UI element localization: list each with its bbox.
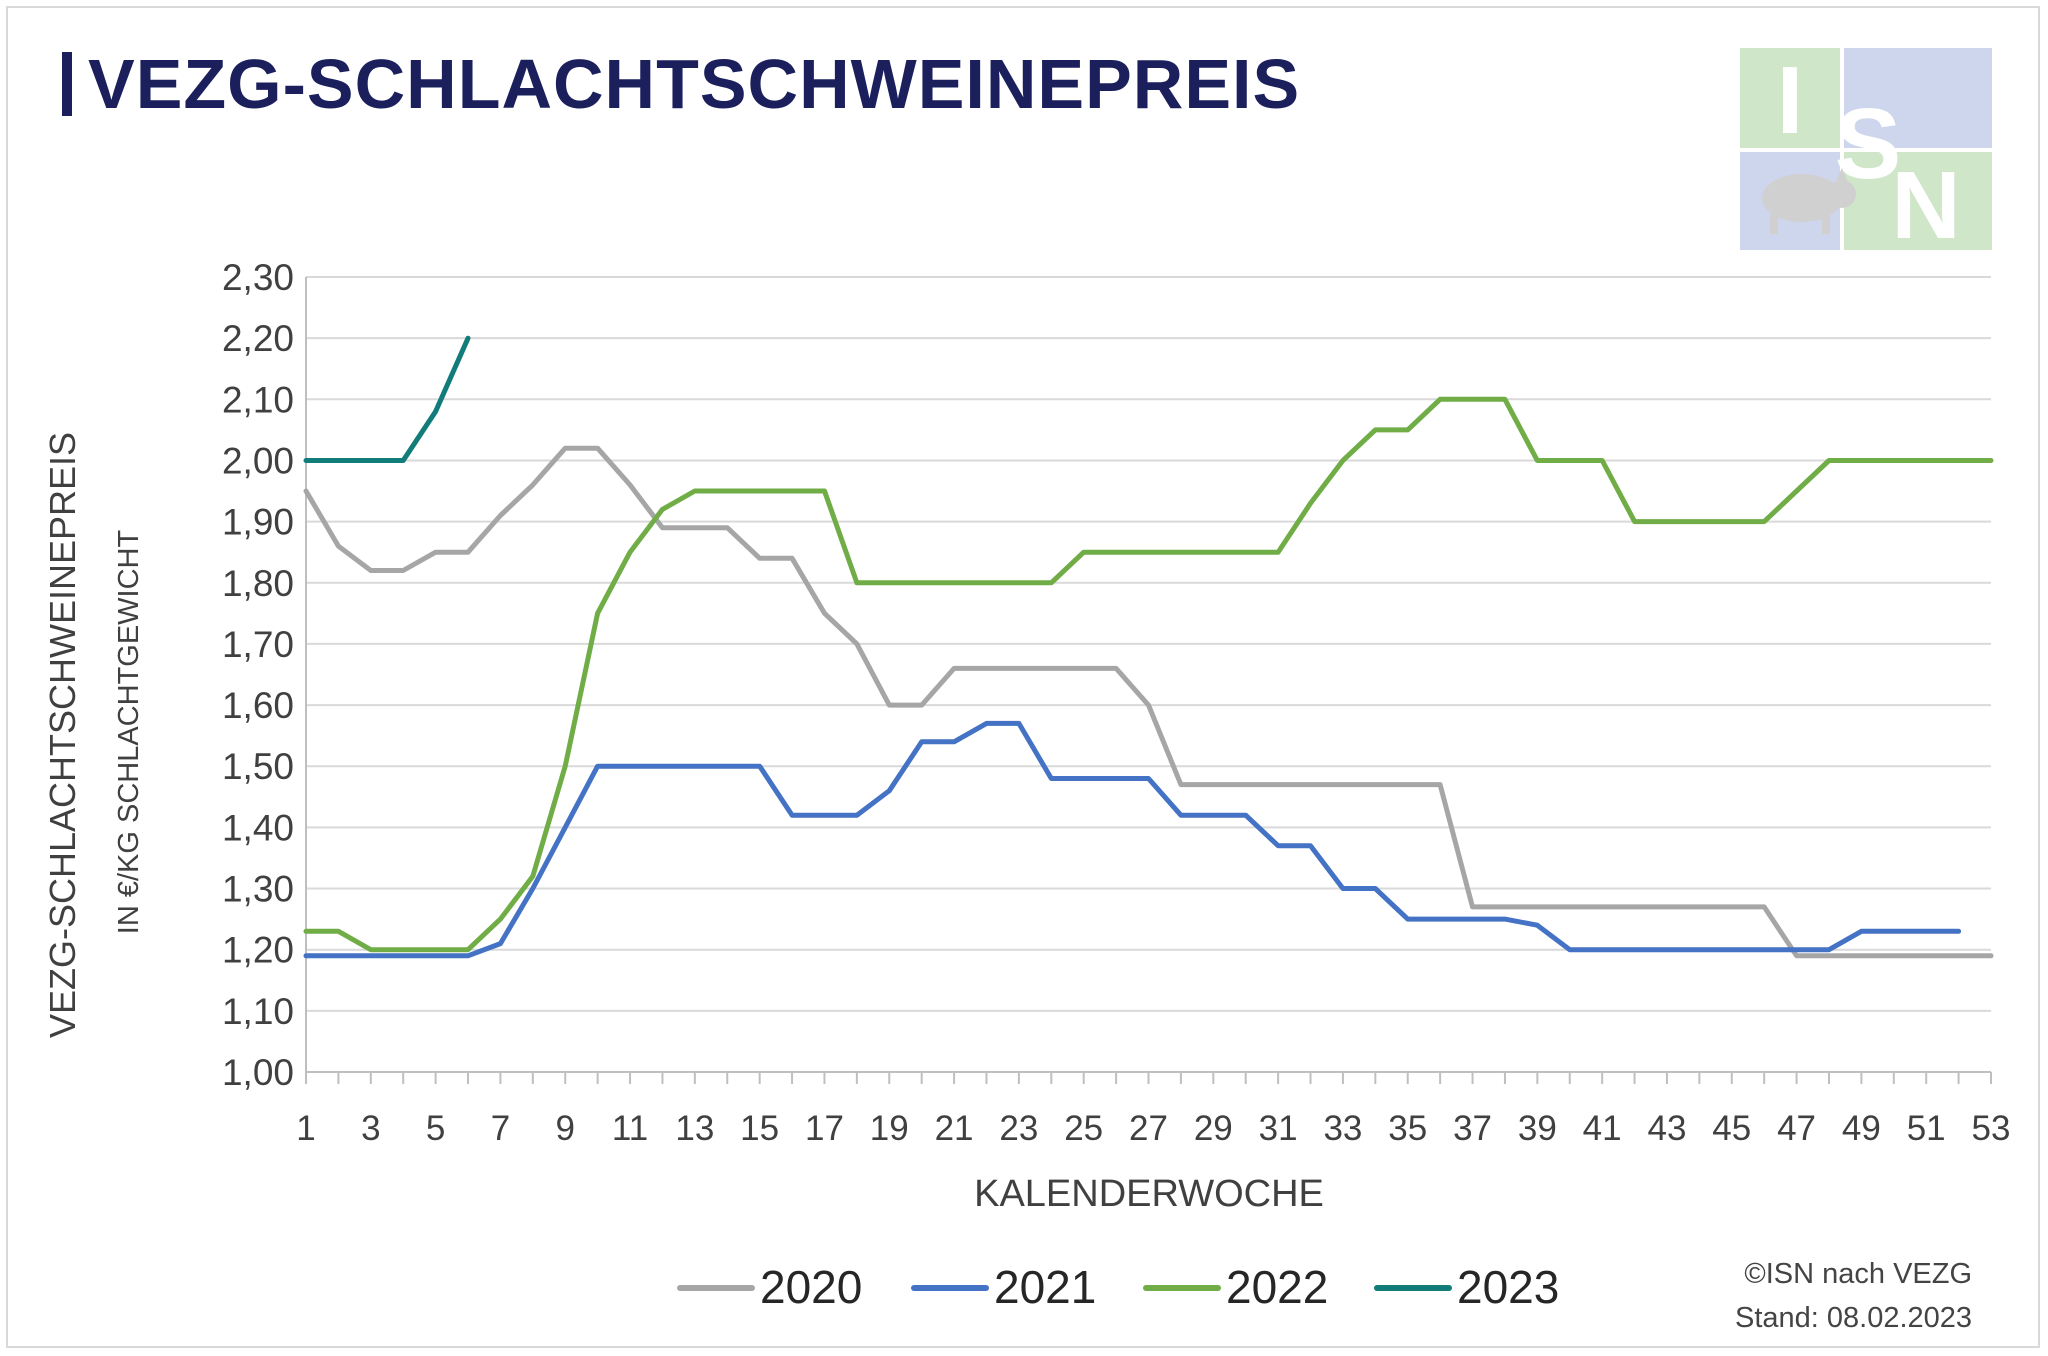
series-line-2022 — [303, 396, 1994, 953]
x-tick-label: 35 — [1388, 1109, 1427, 1148]
legend-label: 2020 — [760, 1261, 862, 1313]
x-tick-labels: 1 3 5 7 9 11 13 15 17 19 21 23 25 27 29 31 33 35 37 39 41 43 4… — [296, 1109, 2010, 1148]
x-tick-label: 9 — [555, 1109, 574, 1148]
credit-date: Stand: 08.02.2023 — [1735, 1302, 1973, 1334]
chart-frame — [6, 6, 2040, 1348]
y-tick-label: 1,90 — [222, 502, 294, 543]
y-tick-label: 1,20 — [222, 930, 294, 971]
x-tick-label: 1 — [296, 1109, 315, 1148]
axes — [305, 277, 1992, 1084]
y-axis-title: VEZG-SCHLACHTSCHWEINEPREIS — [42, 432, 83, 1038]
x-tick-label: 19 — [870, 1109, 909, 1148]
y-tick-label: 2,30 — [222, 257, 294, 298]
y-tick-labels: 1,00 1,10 1,20 1,30 1,40 1,50 1,60 1,70 1,80 1,90… — [222, 257, 294, 1093]
series-line-2020 — [303, 445, 1994, 959]
y-tick-label: 1,30 — [222, 869, 294, 910]
x-tick-label: 7 — [491, 1109, 510, 1148]
x-tick-label: 45 — [1712, 1109, 1751, 1148]
series-line-2023 — [303, 335, 471, 463]
credit-source: ©ISN nach VEZG — [1744, 1258, 1973, 1290]
logo-letter-i: I — [1777, 48, 1804, 154]
x-tick-label: 23 — [999, 1109, 1038, 1148]
y-tick-label: 1,70 — [222, 624, 294, 665]
x-axis-title: KALENDERWOCHE — [974, 1173, 1324, 1215]
x-tick-label: 49 — [1842, 1109, 1881, 1148]
x-tick-label: 31 — [1259, 1109, 1298, 1148]
x-tick-label: 37 — [1453, 1109, 1492, 1148]
legend-label: 2021 — [994, 1261, 1096, 1313]
grid-lines — [306, 276, 1991, 1012]
x-tick-label: 25 — [1064, 1109, 1103, 1148]
y-axis-subtitle: IN €/KG SCHLACHTGEWICHT — [113, 530, 145, 935]
x-tick-label: 41 — [1583, 1109, 1622, 1148]
x-tick-label: 39 — [1518, 1109, 1557, 1148]
legend-label: 2023 — [1457, 1261, 1559, 1313]
chart-title: VEZG-SCHLACHTSCHWEINEPREIS — [88, 45, 1301, 123]
series-line-2021 — [303, 720, 1962, 959]
x-tick-label: 17 — [805, 1109, 844, 1148]
y-tick-label: 2,00 — [222, 440, 294, 481]
y-tick-label: 2,20 — [222, 318, 294, 359]
y-tick-label: 1,40 — [222, 807, 294, 848]
title-accent-bar — [62, 52, 72, 116]
x-tick-label: 53 — [1972, 1109, 2011, 1148]
legend: 2020 2021 2022 2023 — [677, 1261, 1559, 1313]
x-tick-label: 33 — [1323, 1109, 1362, 1148]
y-tick-label: 1,00 — [222, 1052, 294, 1093]
y-tick-label: 1,60 — [222, 685, 294, 726]
source-credit: ©ISN nach VEZG Stand: 08.02.2023 — [1735, 1252, 1972, 1340]
x-tick-label: 13 — [675, 1109, 714, 1148]
x-tick-label: 21 — [935, 1109, 974, 1148]
y-tick-label: 1,80 — [222, 563, 294, 604]
isn-logo: I S N — [1740, 48, 1992, 250]
x-tick-label: 5 — [426, 1109, 445, 1148]
x-tick-label: 15 — [740, 1109, 779, 1148]
logo-letter-n: N — [1891, 152, 1960, 250]
legend-label: 2022 — [1226, 1261, 1328, 1313]
x-tick-label: 3 — [361, 1109, 380, 1148]
y-tick-label: 1,10 — [222, 991, 294, 1032]
y-tick-label: 2,10 — [222, 379, 294, 420]
x-tick-label: 47 — [1777, 1109, 1816, 1148]
x-tick-label: 43 — [1647, 1109, 1686, 1148]
x-tick-label: 29 — [1194, 1109, 1233, 1148]
data-series — [303, 335, 1994, 959]
pig-icon — [1762, 168, 1856, 234]
y-tick-label: 1,50 — [222, 746, 294, 787]
x-tick-label: 27 — [1129, 1109, 1168, 1148]
x-tick-label: 11 — [612, 1109, 648, 1148]
x-tick-label: 51 — [1907, 1109, 1946, 1148]
